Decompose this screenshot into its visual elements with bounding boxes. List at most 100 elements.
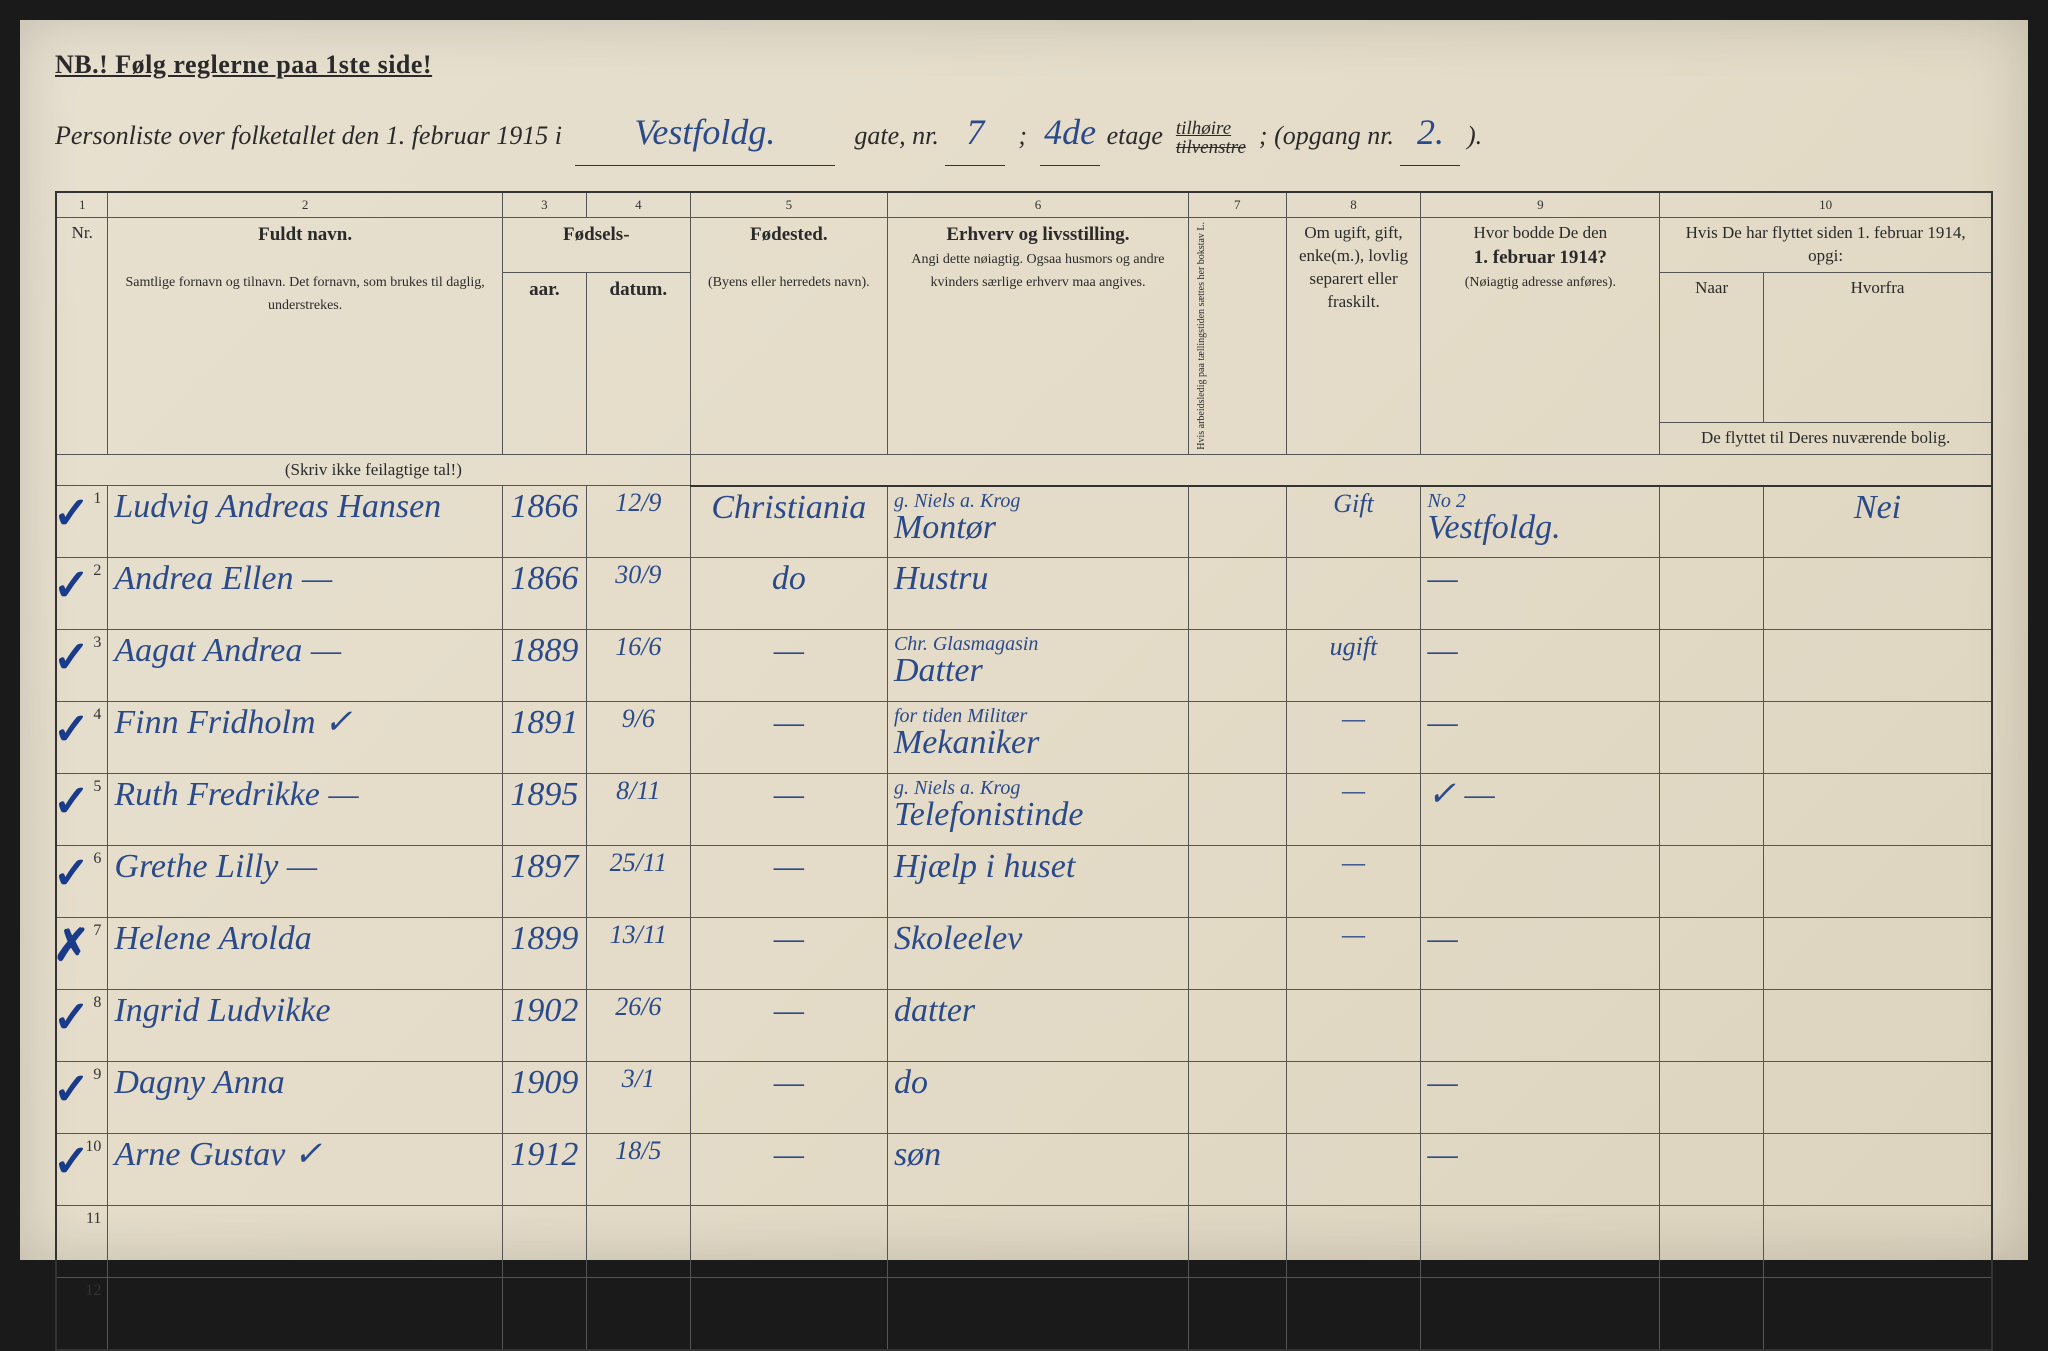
- hdr-moved: Hvis De har flyttet siden 1. februar 191…: [1660, 217, 1992, 272]
- cell-date: 3/1: [586, 1062, 690, 1134]
- tilhoire-text: tilhøire: [1176, 118, 1231, 139]
- hdr-marital: Om ugift, gift, enke(m.), lovlig separer…: [1286, 217, 1421, 454]
- address-main: —: [1427, 562, 1653, 596]
- cell-marital: —: [1286, 918, 1421, 990]
- cell-naar: [1660, 1206, 1764, 1278]
- cell-address: [1421, 990, 1660, 1062]
- hdr-hvorfra: Hvorfra: [1764, 272, 1992, 422]
- row-number: 8: [93, 994, 101, 1011]
- cell-address: —: [1421, 918, 1660, 990]
- address-main: —: [1427, 1138, 1653, 1172]
- colnum-8: 8: [1286, 192, 1421, 218]
- cell-address: ✓ —: [1421, 774, 1660, 846]
- census-form-document: NB.! Følg reglerne paa 1ste side! Person…: [20, 20, 2028, 1260]
- cell-date: [586, 1278, 690, 1350]
- hdr-naar: Naar: [1660, 272, 1764, 422]
- table-header: 1 2 3 4 5 6 7 8 9 10 Nr. Fuldt navn. Sam…: [56, 192, 1992, 486]
- cell-naar: [1660, 630, 1764, 702]
- cell-year: 1912: [502, 1134, 586, 1206]
- hdr-aar-note: (Skriv ikke feilagtige tal!): [56, 454, 690, 486]
- street-name-hand: Vestfoldg.: [575, 100, 835, 166]
- cell-birthplace: Christiania: [690, 486, 887, 558]
- hdr-addr-bold: 1. februar 1914?: [1474, 247, 1607, 268]
- cell-marital: —: [1286, 846, 1421, 918]
- cell-occupation: [887, 1206, 1188, 1278]
- cell-hvorfra: [1764, 558, 1992, 630]
- cell-naar: [1660, 486, 1764, 558]
- cell-nr: 11: [56, 1206, 108, 1278]
- colnum-1: 1: [56, 192, 108, 218]
- row-number: 3: [93, 634, 101, 651]
- cell-marital: ugift: [1286, 630, 1421, 702]
- colnum-5: 5: [690, 192, 887, 218]
- row-checkmark: ✓: [53, 560, 90, 611]
- row-number: 9: [93, 1066, 101, 1083]
- occupation-main: Datter: [894, 654, 1182, 688]
- cell-naar: [1660, 774, 1764, 846]
- cell-name: Arne Gustav ✓: [108, 1134, 502, 1206]
- hdr-datum: datum.: [586, 272, 690, 454]
- occupation-note: for tiden Militær: [894, 706, 1182, 726]
- cell-address: —: [1421, 702, 1660, 774]
- cell-year: 1866: [502, 486, 586, 558]
- opgang-prefix: ; (opgang nr.: [1259, 121, 1394, 150]
- address-main: —: [1427, 922, 1653, 956]
- row-checkmark: ✗: [53, 920, 90, 971]
- hdr-addr-sub: (Nøiagtig adresse anføres).: [1465, 275, 1616, 290]
- cell-address: [1421, 1206, 1660, 1278]
- colnum-9: 9: [1421, 192, 1660, 218]
- hdr-fodsels-bold: Fødsels-: [563, 224, 630, 245]
- hdr-addr-pre: Hvor bodde De den: [1474, 223, 1608, 242]
- cell-year: [502, 1278, 586, 1350]
- tilvenstre-text: tilvenstre: [1176, 137, 1246, 158]
- cell-birthplace: —: [690, 1134, 887, 1206]
- cell-birthplace: —: [690, 846, 887, 918]
- row-number: 4: [93, 706, 101, 723]
- cell-marital: [1286, 1062, 1421, 1134]
- address-main: —: [1427, 1066, 1653, 1100]
- cell-date: 25/11: [586, 846, 690, 918]
- form-header-line: Personliste over folketallet den 1. febr…: [55, 100, 1993, 166]
- cell-hvorfra: [1764, 1278, 1992, 1350]
- etage-nr-hand: 4de: [1040, 100, 1100, 166]
- address-note: No 2: [1427, 491, 1653, 511]
- cell-occupation: datter: [887, 990, 1188, 1062]
- cell-year: 1902: [502, 990, 586, 1062]
- occupation-main: Skoleelev: [894, 922, 1182, 956]
- cell-naar: [1660, 558, 1764, 630]
- cell-year: 1899: [502, 918, 586, 990]
- cell-occupation: g. Niels a. KrogTelefonistinde: [887, 774, 1188, 846]
- cell-nr: ✓8: [56, 990, 108, 1062]
- cell-address: —: [1421, 630, 1660, 702]
- cell-address: [1421, 1278, 1660, 1350]
- table-row: ✓5Ruth Fredrikke —18958/11—g. Niels a. K…: [56, 774, 1992, 846]
- row-checkmark: ✓: [53, 776, 90, 827]
- intro-text: Personliste over folketallet den 1. febr…: [55, 121, 562, 150]
- hdr-nr: Nr.: [56, 217, 108, 454]
- cell-col7: [1188, 1134, 1286, 1206]
- table-row: 11: [56, 1206, 1992, 1278]
- hdr-erhverv-bold: Erhverv og livsstilling.: [946, 224, 1129, 245]
- cell-name: Helene Arolda: [108, 918, 502, 990]
- cell-birthplace: —: [690, 774, 887, 846]
- hdr-col7-text: Hvis arbeidsledig paa tællingstiden sætt…: [1195, 222, 1209, 450]
- closing-paren: ).: [1467, 121, 1482, 150]
- occupation-main: Telefonistinde: [894, 798, 1182, 832]
- etage-label: etage: [1107, 121, 1163, 150]
- occupation-note: g. Niels a. Krog: [894, 778, 1182, 798]
- cell-date: 8/11: [586, 774, 690, 846]
- cell-hvorfra: [1764, 918, 1992, 990]
- cell-occupation: g. Niels a. KrogMontør: [887, 486, 1188, 558]
- cell-occupation: søn: [887, 1134, 1188, 1206]
- cell-col7: [1188, 558, 1286, 630]
- cell-nr: 12: [56, 1278, 108, 1350]
- cell-address: —: [1421, 1062, 1660, 1134]
- row-checkmark: ✓: [53, 992, 90, 1043]
- cell-naar: [1660, 990, 1764, 1062]
- cell-nr: ✓5: [56, 774, 108, 846]
- cell-col7: [1188, 1206, 1286, 1278]
- cell-year: 1897: [502, 846, 586, 918]
- cell-marital: [1286, 990, 1421, 1062]
- occupation-main: datter: [894, 994, 1182, 1028]
- census-table: 1 2 3 4 5 6 7 8 9 10 Nr. Fuldt navn. Sam…: [55, 191, 1993, 1351]
